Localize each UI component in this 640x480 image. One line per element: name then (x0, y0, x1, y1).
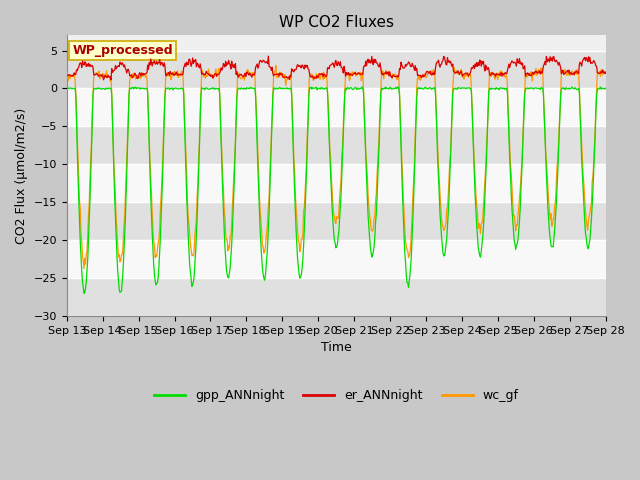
Bar (67, 164, 605, 202)
Bar (67, 88, 605, 126)
Y-axis label: CO2 Flux (μmol/m2/s): CO2 Flux (μmol/m2/s) (15, 108, 28, 244)
Text: WP_processed: WP_processed (72, 44, 173, 57)
Bar (67, 50, 605, 88)
Legend: gpp_ANNnight, er_ANNnight, wc_gf: gpp_ANNnight, er_ANNnight, wc_gf (148, 384, 524, 407)
X-axis label: Time: Time (321, 341, 351, 354)
Bar (67, 202, 605, 240)
Bar (67, 278, 605, 316)
Bar (67, 240, 605, 278)
Bar (67, 126, 605, 164)
Title: WP CO2 Fluxes: WP CO2 Fluxes (278, 15, 394, 30)
